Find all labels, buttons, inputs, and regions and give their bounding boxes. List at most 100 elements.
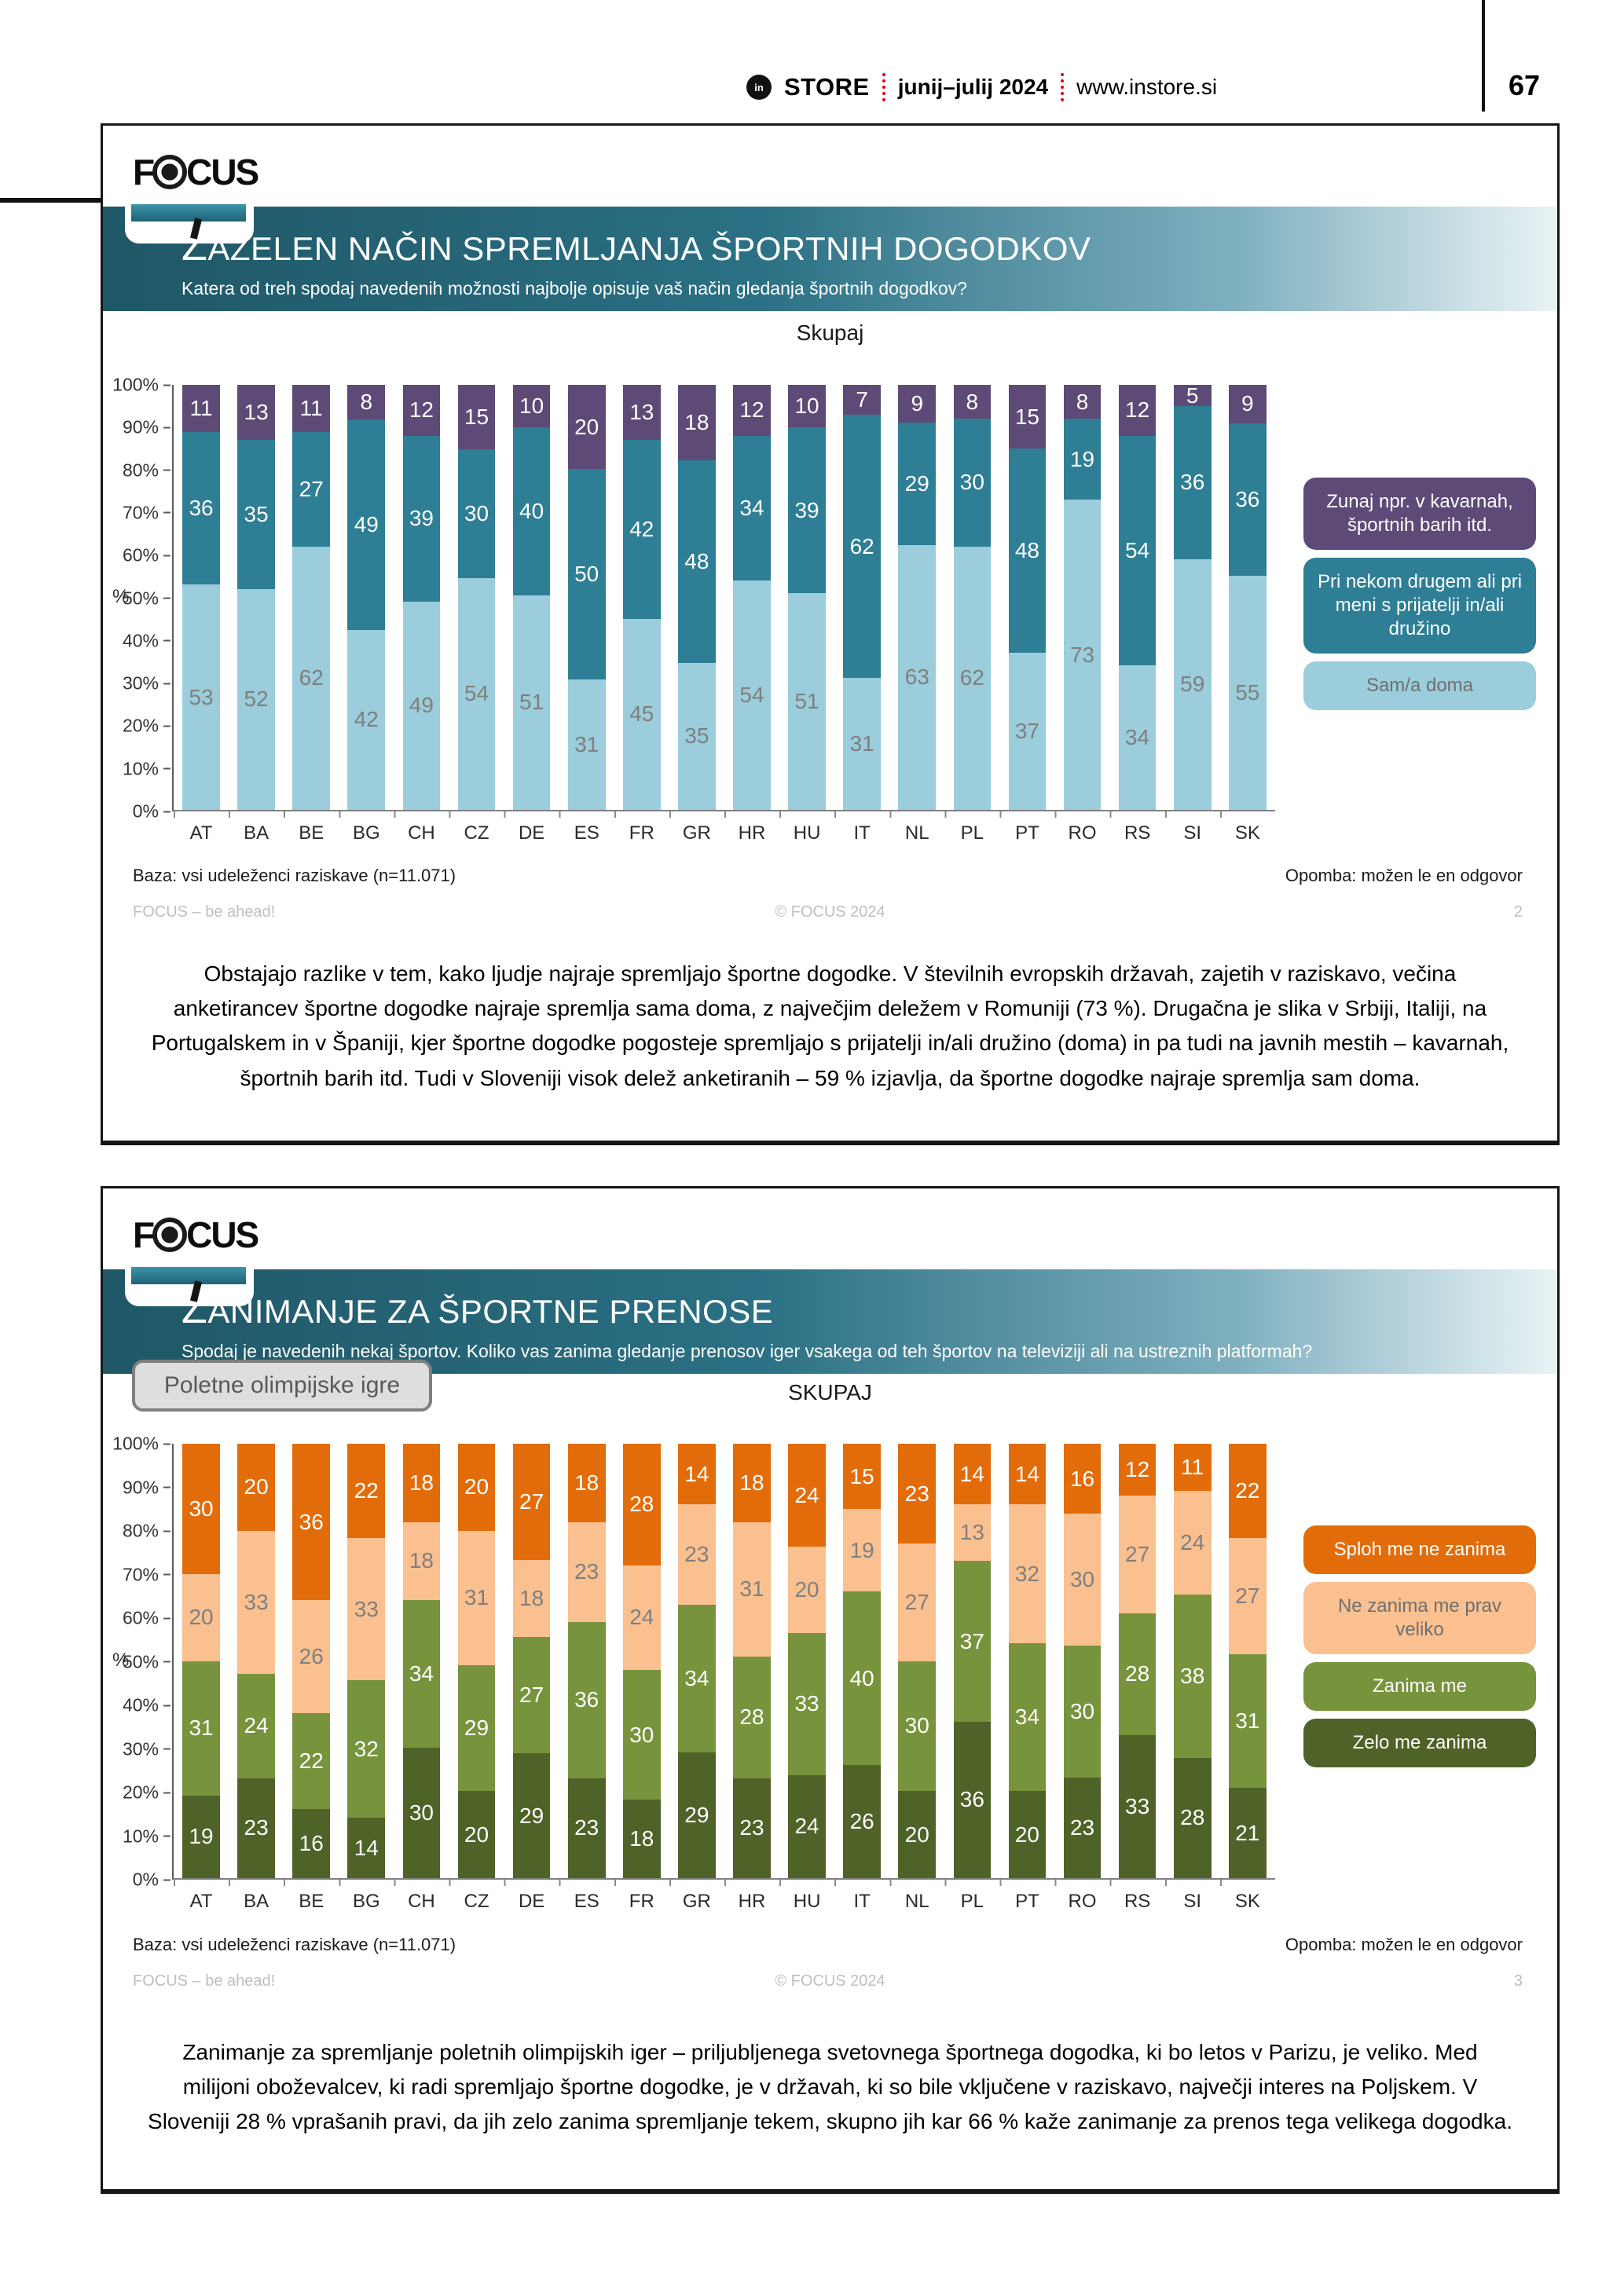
bar-segment: 20 [1008,1791,1047,1878]
y-axis-tick: 10% [123,758,170,779]
panel-viewing-preference: F CUS ZAŽELEN NAČIN SPREMLJANJA ŠPORTNIH … [101,123,1560,1145]
slide-number: 3 [1513,1972,1523,1990]
segment-value-label: 31 [574,731,599,756]
bar-column: 18 30 24 28 FR [614,1444,669,1912]
bar-segment: 24 [788,1444,826,1547]
focus-logo-text: F CUS [133,1214,259,1255]
bar-segment: 19 [843,1508,881,1592]
segment-value-label: 5 [1186,383,1199,408]
remark-note: Opomba: možen le en odgovor [1285,1935,1523,1954]
segment-value-label: 20 [794,1577,819,1602]
bar-column: 62 30 8 PL [944,385,999,844]
bar-column: 14 32 33 22 BG [339,1444,394,1912]
segment-value-label: 50 [574,562,599,587]
bar-column: 29 27 18 27 DE [504,1444,559,1912]
website-link[interactable]: www.instore.si [1076,75,1218,99]
bar-segment: 29 [457,1665,496,1792]
bar-column: 53 36 11 AT [174,385,229,844]
y-axis-unit: % [112,585,130,607]
segment-value-label: 33 [354,1596,379,1621]
bar-column: 29 34 23 14 GR [669,1444,724,1912]
bar-segment: 53 [182,584,220,810]
segment-value-label: 20 [189,1605,214,1630]
bar-segment: 11 [1173,1444,1212,1492]
segment-value-label: 62 [959,665,984,690]
bar-segment: 18 [402,1522,441,1601]
bar-segment: 20 [457,1444,496,1531]
bar-segment: 9 [898,385,937,423]
bar-segment: 23 [898,1444,937,1544]
slide-number: 2 [1513,903,1523,921]
segment-value-label: 27 [299,476,324,501]
segment-value-label: 36 [1180,470,1205,495]
bar-segment: 62 [953,546,992,810]
chart-title: Skupaj [796,320,864,345]
segment-value-label: 24 [244,1713,269,1738]
bar-segment: 36 [1173,406,1212,559]
bar-column: 31 62 7 IT [834,385,889,844]
bar-column: 63 29 9 NL [889,385,944,844]
segment-value-label: 45 [629,701,654,727]
y-axis-tick: 30% [123,673,170,694]
x-axis-label: IT [853,822,871,844]
segment-value-label: 28 [629,1492,654,1517]
x-axis-label: FR [629,822,654,844]
bar-columns: 53 36 11 AT 52 35 13 BA 62 27 11 BE 42 49 8 BG 49 39 12 CH 5… [174,383,1275,844]
bar-column: 23 24 33 20 BA [229,1444,284,1912]
legend-item: Pri nekom drugem ali pri meni s prijatel… [1303,558,1536,654]
sport-filter-button[interactable]: Poletne olimpijske igre [132,1360,432,1412]
segment-value-label: 31 [739,1576,764,1602]
bar-segment: 24 [237,1674,275,1778]
segment-value-label: 36 [299,1509,324,1534]
segment-value-label: 21 [1235,1820,1260,1845]
segment-value-label: 42 [354,707,379,732]
bar-segment: 27 [512,1444,551,1560]
bar-segment: 18 [678,385,716,461]
bar-segment: 30 [1063,1514,1102,1646]
bar-segment: 33 [1118,1734,1157,1878]
x-axis-label: ES [574,822,599,844]
segment-value-label: 31 [464,1585,489,1610]
y-axis-tick: 100% [112,375,170,396]
segment-value-label: 26 [299,1643,324,1668]
segment-value-label: 51 [794,689,819,714]
bar-segment: 37 [1008,652,1047,810]
x-axis-label: ES [574,1891,599,1912]
bar-segment: 34 [402,1600,441,1749]
segment-value-label: 59 [1180,672,1205,697]
x-axis-label: IT [853,1891,871,1912]
segment-value-label: 30 [1069,1698,1095,1723]
segment-value-label: 30 [1069,1567,1095,1592]
bar-column: 36 37 13 14 PL [944,1444,999,1912]
bar-segment: 11 [182,385,220,432]
segment-value-label: 23 [904,1481,929,1506]
segment-value-label: 14 [684,1461,709,1486]
segment-value-label: 31 [1235,1708,1260,1734]
bar-segment: 42 [622,440,661,619]
bar-segment: 10 [788,385,826,428]
segment-value-label: 51 [519,690,544,715]
bar-segment: 33 [788,1632,826,1775]
segment-value-label: 23 [574,1815,599,1840]
bar-segment: 29 [898,423,937,545]
segment-value-label: 11 [189,395,213,420]
chart-legend: Zunaj npr. v kavarnah, športnih barih it… [1303,478,1536,710]
segment-value-label: 18 [519,1586,544,1611]
segment-value-label: 18 [409,1470,434,1495]
bar-segment: 27 [1228,1538,1267,1655]
bar-segment: 52 [237,588,275,810]
legend-item: Zanima me [1303,1662,1536,1711]
y-axis-tick: 70% [123,1564,170,1585]
segment-value-label: 40 [849,1665,874,1690]
segment-value-label: 23 [1069,1814,1095,1840]
bar-segment: 19 [182,1795,220,1878]
chart-legend: Sploh me ne zanima Ne zanima me prav veli… [1303,1525,1536,1767]
y-axis-tick: 40% [123,630,170,651]
bar-column: 33 28 27 12 RS [1110,1444,1165,1912]
x-axis-label: AT [189,1891,213,1912]
bar-column: 30 34 18 18 CH [394,1444,449,1912]
header-divider [1482,0,1485,112]
segment-value-label: 31 [849,731,874,756]
segment-value-label: 8 [966,389,979,414]
bar-segment: 31 [457,1530,496,1666]
